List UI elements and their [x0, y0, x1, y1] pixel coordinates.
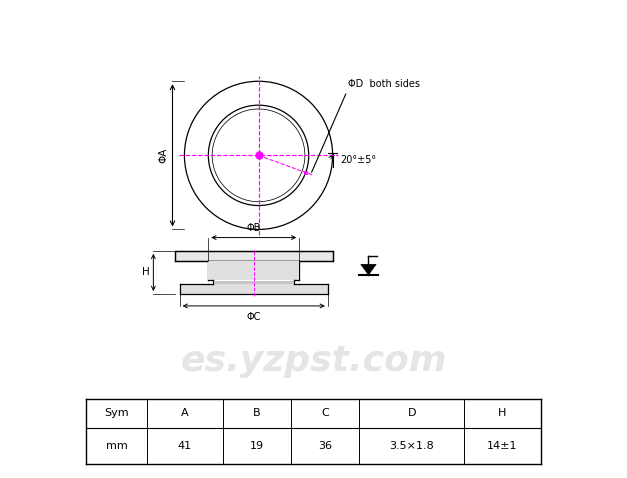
Text: ΦA: ΦA	[158, 148, 168, 163]
Text: 3.5×1.8: 3.5×1.8	[389, 441, 435, 451]
Text: B: B	[253, 409, 261, 418]
Bar	[304, 171, 307, 174]
Text: 19: 19	[250, 441, 264, 451]
Text: 41: 41	[178, 441, 192, 451]
Bar	[175, 251, 332, 261]
Text: 36: 36	[319, 441, 332, 451]
Text: mm: mm	[106, 441, 127, 451]
Text: C: C	[322, 409, 329, 418]
Polygon shape	[361, 264, 376, 275]
Text: 14±1: 14±1	[487, 441, 518, 451]
Text: ΦD  both sides: ΦD both sides	[348, 79, 420, 89]
Text: H: H	[498, 409, 507, 418]
Bar	[208, 261, 299, 280]
Text: Sym: Sym	[104, 409, 129, 418]
Text: A: A	[181, 409, 189, 418]
Text: ΦC: ΦC	[246, 312, 261, 322]
Bar	[180, 284, 328, 294]
Text: es.yzpst.com: es.yzpst.com	[180, 344, 447, 378]
Text: 20°±5°: 20°±5°	[340, 155, 376, 165]
Text: ΦB: ΦB	[246, 223, 261, 233]
Text: D: D	[408, 409, 416, 418]
Text: H: H	[142, 268, 150, 277]
